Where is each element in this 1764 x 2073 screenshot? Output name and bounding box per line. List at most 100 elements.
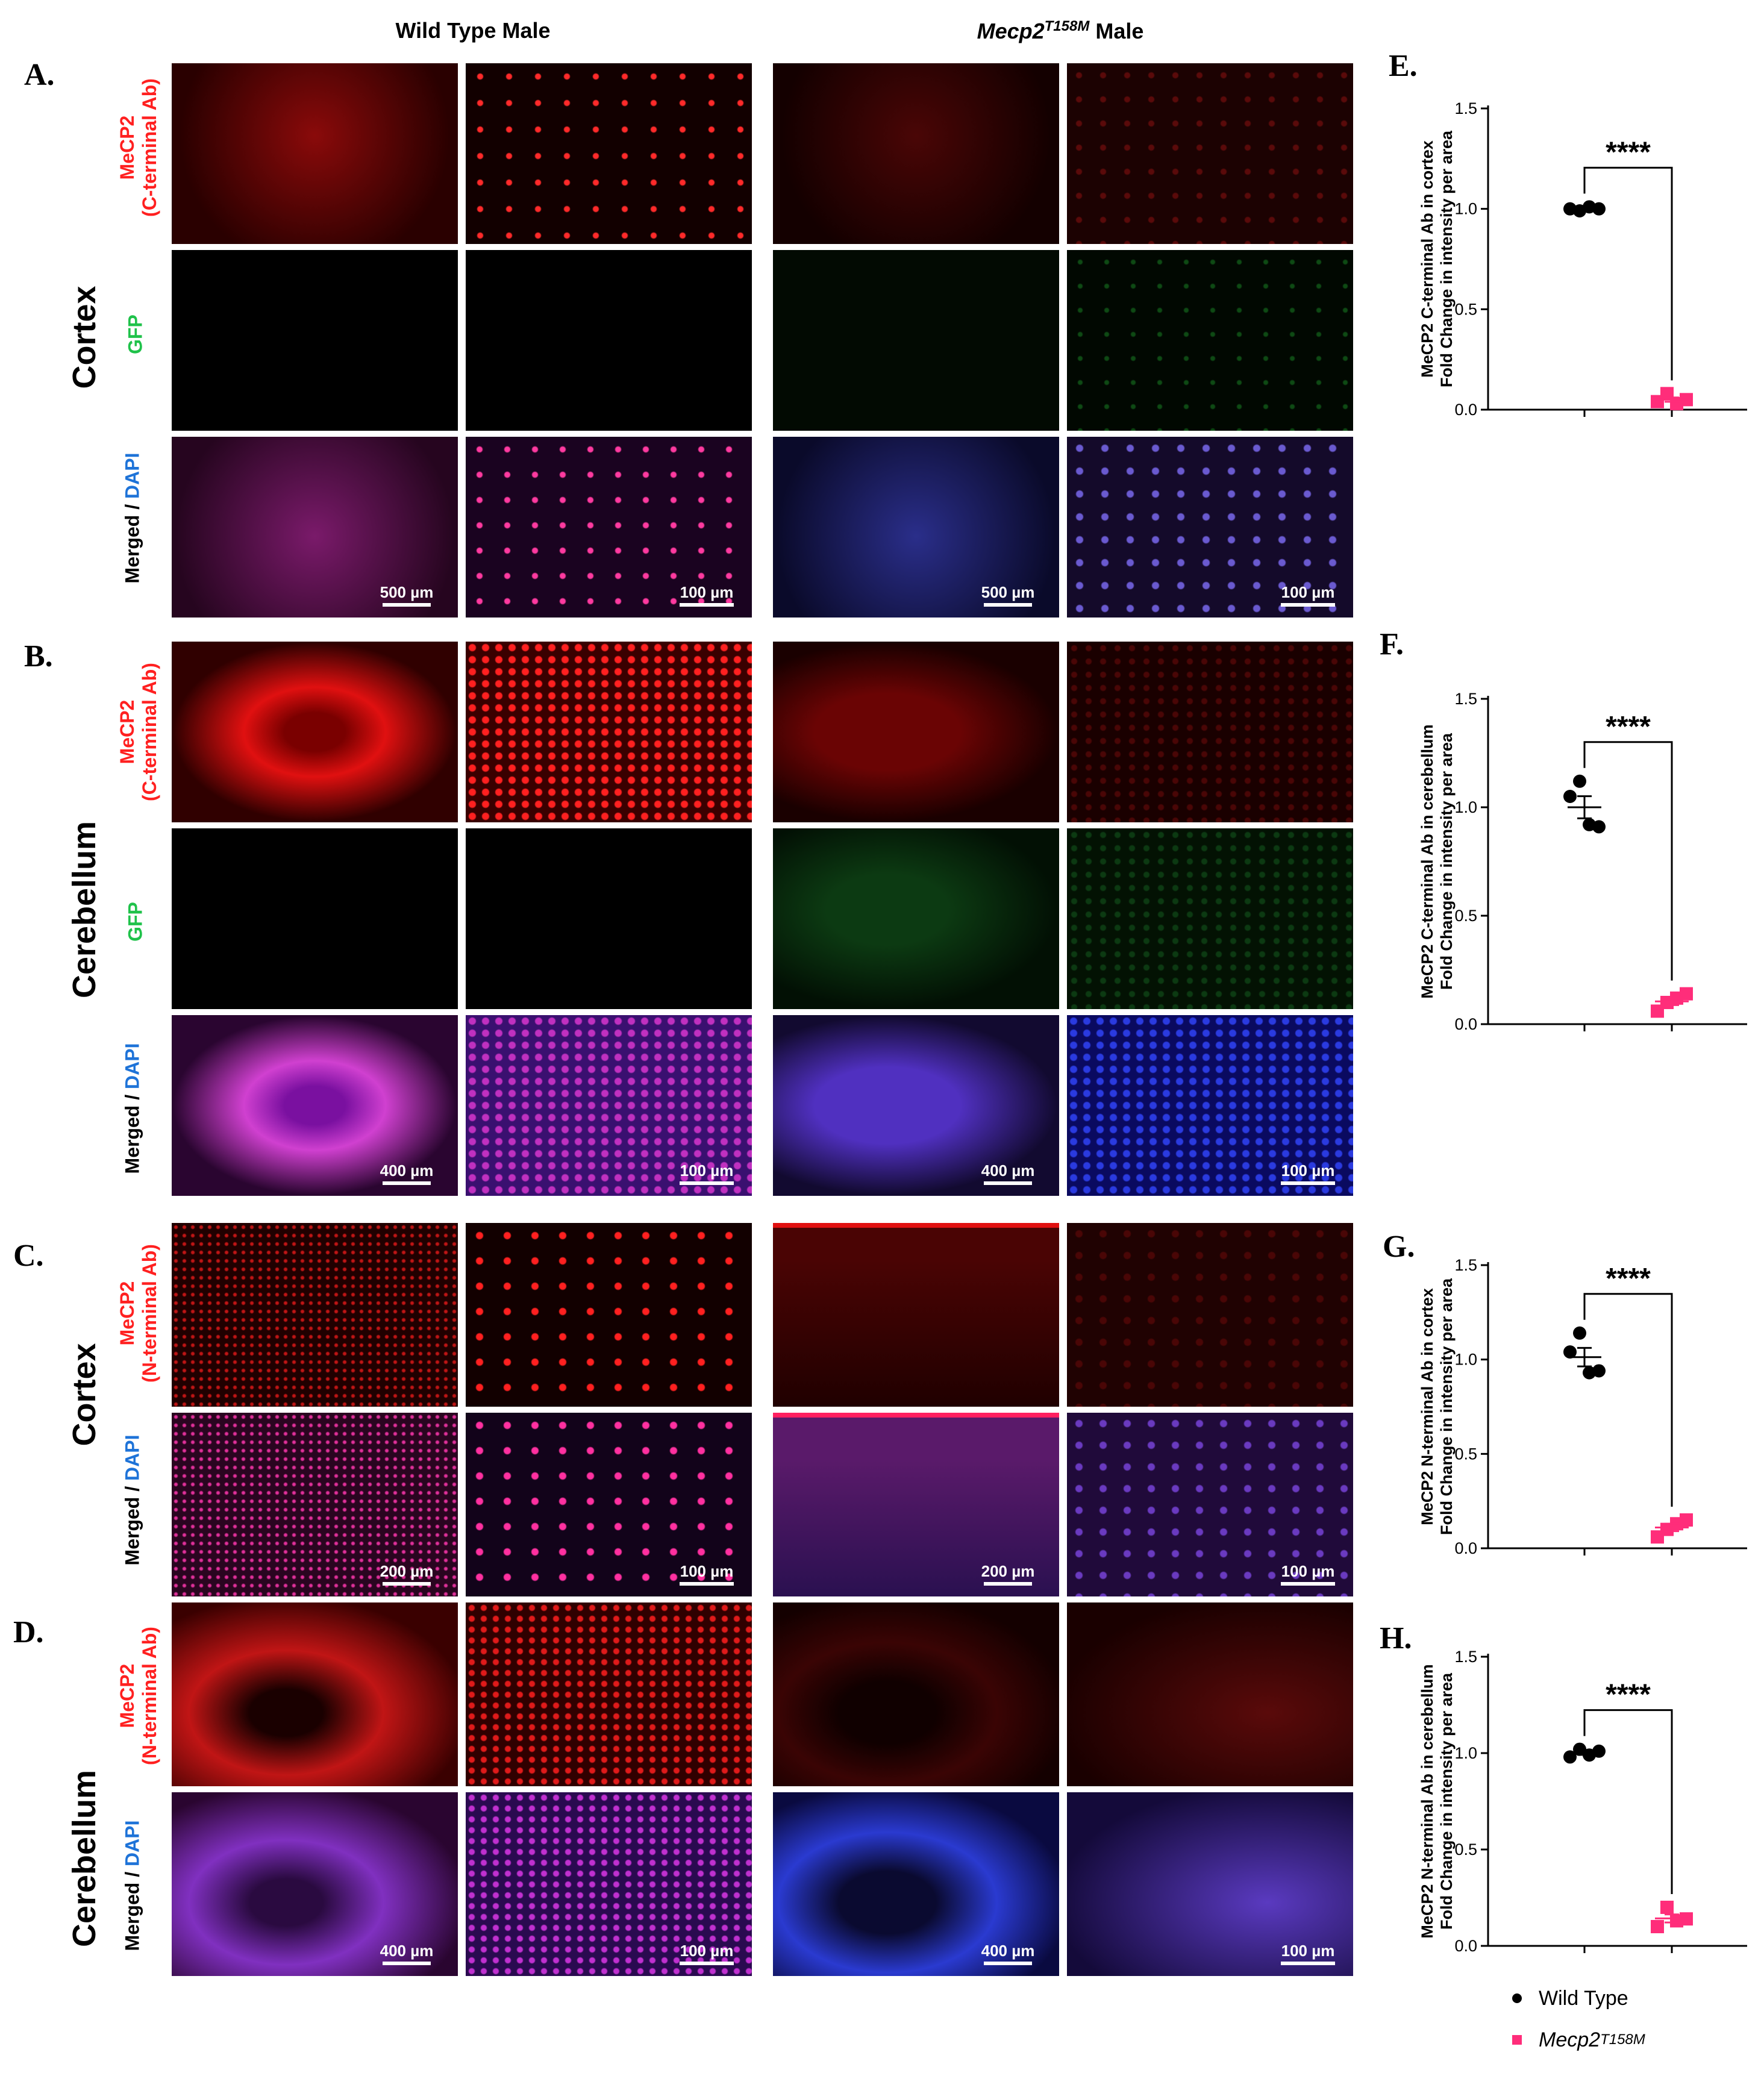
legend-item-wild-type: Wild Type: [1512, 1985, 1628, 2012]
scale-bar-c-mut-zoom: 100 µm: [1275, 1562, 1341, 1586]
row-label-gfp-a: GFP: [124, 314, 146, 354]
image-a-wt-gfp: [172, 250, 458, 431]
data-point-mecp2-t158m: [1680, 1513, 1693, 1527]
image-b-wt-mecp2-zoom: [466, 642, 752, 822]
gene-name: Mecp2: [977, 19, 1045, 43]
scale-bar-c-mut: 200 µm: [975, 1562, 1041, 1586]
image-b-mut-merged-zoom: 100 µm: [1067, 1015, 1353, 1196]
image-d-wt-merged-zoom: 100 µm: [466, 1792, 752, 1976]
image-a-mut-merged: 500 µm: [773, 437, 1059, 618]
panel-letter-a: A.: [24, 58, 55, 92]
scale-bar-d-wt: 400 µm: [374, 1942, 440, 1965]
image-b-wt-mecp2: [172, 642, 458, 822]
data-point-wild-type: [1573, 1326, 1586, 1340]
row-label-merged-a: Merged / DAPI: [121, 452, 143, 584]
y-tick-label: 1.0: [1454, 1351, 1477, 1369]
image-a-mut-mecp2-zoom: [1067, 63, 1353, 244]
y-tick-label: 0.5: [1454, 907, 1477, 925]
row-label-mecp2-n-d: MeCP2 (N-terminal Ab): [116, 1627, 160, 1765]
image-a-wt-mecp2-zoom: [466, 63, 752, 244]
panel-letter-d: D.: [13, 1615, 44, 1649]
image-a-mut-mecp2: [773, 63, 1059, 244]
image-c-mut-merged: 200 µm: [773, 1413, 1059, 1596]
image-d-mut-merged-zoom: 100 µm: [1067, 1792, 1353, 1976]
gene-superscript: T158M: [1044, 18, 1090, 34]
significance-label: ****: [1606, 1263, 1651, 1295]
legend: Wild Type Mecp2 T158M: [1512, 1985, 1753, 2063]
scale-bar-d-wt-zoom: 100 µm: [674, 1942, 740, 1965]
image-a-mut-merged-zoom: 100 µm: [1067, 437, 1353, 618]
y-tick-label: 1.0: [1454, 1744, 1477, 1762]
row-label-merged-b: Merged / DAPI: [121, 1043, 143, 1174]
y-tick-label: 1.5: [1454, 1256, 1477, 1274]
y-axis-label: Fold Change in intensity per area: [1437, 1672, 1456, 1930]
chart-h: MeCP2 N-terminal Ab in cerebellum Fold Ch…: [1418, 1648, 1747, 1955]
y-axis-label: Fold Change in intensity per area: [1437, 733, 1456, 990]
significance-bracket: [1583, 1293, 1673, 1507]
column-label-wild-type: Wild Type Male: [395, 18, 551, 43]
y-tick-label: 1.0: [1454, 200, 1477, 218]
row-label-merged-c: Merged / DAPI: [121, 1434, 143, 1566]
panel-letter-g: G.: [1383, 1230, 1415, 1264]
column-suffix: Male: [1089, 19, 1144, 43]
image-c-mut-merged-zoom: 100 µm: [1067, 1413, 1353, 1596]
scale-bar-a-mut-zoom: 100 µm: [1275, 583, 1341, 607]
scale-bar-b-mut-zoom: 100 µm: [1275, 1162, 1341, 1185]
image-c-mut-mecp2: [773, 1223, 1059, 1407]
region-label-cerebellum-d: Cerebellum: [66, 1769, 102, 1948]
y-axis-label: MeCP2 N-terminal Ab in cerebellum: [1418, 1664, 1436, 1938]
y-tick-label: 1.5: [1454, 690, 1477, 708]
row-label-merged-d: Merged / DAPI: [121, 1820, 143, 1951]
scale-bar-a-mut: 500 µm: [975, 583, 1041, 607]
data-point-mecp2-t158m: [1651, 1920, 1664, 1933]
scale-bar-b-wt: 400 µm: [374, 1162, 440, 1185]
y-axis-label: MeCP2 C-terminal Ab in cortex: [1418, 140, 1436, 378]
scale-bar-b-wt-zoom: 100 µm: [674, 1162, 740, 1185]
image-b-wt-merged-zoom: 100 µm: [466, 1015, 752, 1196]
image-c-wt-merged-zoom: 100 µm: [466, 1413, 752, 1596]
y-axis-label: Fold Change in intensity per area: [1437, 1278, 1456, 1535]
scale-bar-d-mut-zoom: 100 µm: [1275, 1942, 1341, 1965]
y-tick-label: 0.5: [1454, 1840, 1477, 1859]
image-b-mut-merged: 400 µm: [773, 1015, 1059, 1196]
legend-marker-square: [1512, 2035, 1522, 2045]
region-label-cortex-a: Cortex: [66, 286, 102, 389]
data-point-wild-type: [1563, 1345, 1577, 1359]
y-tick-label: 0.5: [1454, 300, 1477, 318]
y-axis-label: MeCP2 C-terminal Ab in cerebellum: [1418, 724, 1436, 998]
image-d-wt-mecp2-zoom: [466, 1602, 752, 1786]
image-b-wt-merged: 400 µm: [172, 1015, 458, 1196]
image-b-mut-mecp2-zoom: [1067, 642, 1353, 822]
scale-bar-c-wt-zoom: 100 µm: [674, 1562, 740, 1586]
row-label-mecp2-n-c: MeCP2 (N-terminal Ab): [116, 1244, 160, 1383]
significance-label: ****: [1606, 1679, 1651, 1711]
data-point-mecp2-t158m: [1660, 1901, 1674, 1914]
image-c-mut-mecp2-zoom: [1067, 1223, 1353, 1407]
y-tick-label: 1.5: [1454, 99, 1477, 117]
data-point-wild-type: [1592, 820, 1606, 834]
chart-g: MeCP2 N-terminal Ab in cortex Fold Change…: [1418, 1256, 1747, 1557]
image-a-wt-mecp2: [172, 63, 458, 244]
scale-bar-a-wt: 500 µm: [374, 583, 440, 607]
y-tick-label: 0.0: [1454, 1937, 1477, 1955]
panel-letter-c: C.: [13, 1239, 44, 1273]
image-b-wt-gfp: [172, 828, 458, 1009]
image-d-mut-merged: 400 µm: [773, 1792, 1059, 1976]
y-axis-label: MeCP2 N-terminal Ab in cortex: [1418, 1288, 1436, 1525]
image-c-wt-merged: 200 µm: [172, 1413, 458, 1596]
data-point-wild-type: [1573, 774, 1586, 788]
data-point-wild-type: [1563, 790, 1577, 803]
row-label-mecp2-c-a: MeCP2 (C-terminal Ab): [116, 78, 160, 217]
data-point-mecp2-t158m: [1680, 987, 1693, 1001]
image-c-wt-mecp2-zoom: [466, 1223, 752, 1407]
data-point-wild-type: [1592, 1364, 1606, 1378]
y-tick-label: 1.0: [1454, 798, 1477, 816]
image-b-mut-gfp: [773, 828, 1059, 1009]
scale-bar-d-mut: 400 µm: [975, 1942, 1041, 1965]
column-label-mecp2-t158m: Mecp2T158M Male: [771, 18, 1350, 44]
region-label-cerebellum-b: Cerebellum: [66, 821, 102, 999]
y-tick-label: 0.5: [1454, 1445, 1477, 1463]
region-label-cortex-c: Cortex: [66, 1343, 102, 1446]
row-label-gfp-b: GFP: [124, 902, 146, 942]
y-tick-label: 0.0: [1454, 401, 1477, 419]
